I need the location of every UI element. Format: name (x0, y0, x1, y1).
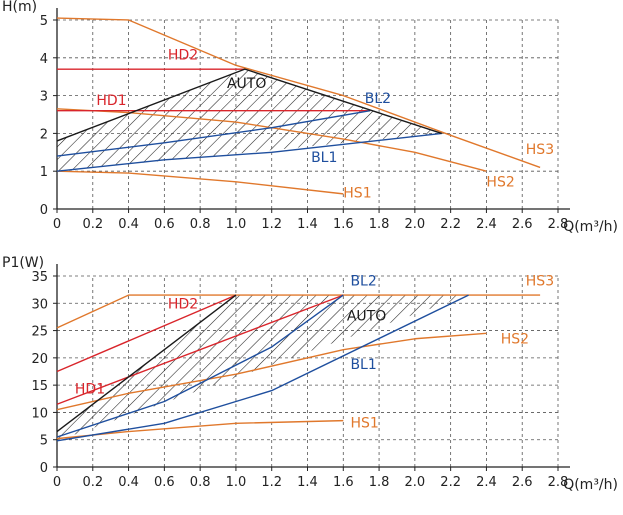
x-axis-label: Q(m³/h) (563, 477, 618, 493)
operating-range-hatch (57, 295, 469, 441)
x-tick-label: 2.2 (440, 217, 461, 232)
x-tick-label: 0.6 (154, 217, 175, 232)
power-curve-chart: 0 0.2 0.4 0.6 0.8 1.0 1.2 1.4 1.6 1.8 2.0 2.2 2.4 2.6… (2, 255, 618, 493)
curve-labels: HD2 AUTO BL2 HD1 BL1 HS3 HS2 HS1 (96, 48, 554, 202)
y-tick-label: 2 (40, 127, 48, 142)
series-line-hd2 (56, 294, 237, 373)
series-lines (56, 17, 541, 195)
x-tick-label: 0.6 (154, 475, 175, 490)
x-tick-label: 0.8 (190, 217, 211, 232)
series-line-bl1 (56, 132, 442, 172)
x-tick-label: 2.8 (548, 475, 569, 490)
x-tick-label: 2.0 (405, 475, 426, 490)
x-tick-label: 0.2 (82, 217, 103, 232)
y-axis-label: P1(W) (2, 255, 44, 271)
curve-labels: BL2 HS3 HD2 AUTO HS2 BL1 HD1 HS1 (75, 273, 554, 431)
x-tick-label: 2.0 (405, 217, 426, 232)
series-line-auto (56, 294, 237, 433)
curve-label-hs2: HS2 (501, 332, 529, 348)
head-curve-chart: 0 0.2 0.4 0.6 0.8 1.0 1.2 1.4 1.6 1.8 2.0 2.2 2.4 2.6… (2, 0, 618, 235)
y-tick-label: 3 (40, 90, 48, 105)
x-tick-label: 1.8 (369, 475, 390, 490)
series-line-bl2 (56, 294, 344, 438)
series-line-hd1 (56, 294, 344, 405)
y-tick-label: 20 (31, 352, 48, 367)
x-tick-label: 0 (53, 475, 61, 490)
x-tick-label: 2.6 (512, 217, 533, 232)
y-axis-label: H(m) (2, 0, 37, 15)
curve-label-hs3: HS3 (526, 273, 554, 289)
series-line-bl2 (56, 110, 371, 157)
x-tick-label: 1.0 (226, 217, 247, 232)
series-lines (56, 294, 541, 442)
y-tick-label: 10 (31, 406, 48, 421)
axes: 0 0.2 0.4 0.6 0.8 1.0 1.2 1.4 1.6 1.8 2.0 2.2 2.4 2.6… (2, 255, 618, 493)
y-tick-label: 5 (40, 434, 48, 449)
x-tick-label: 1.8 (369, 217, 390, 232)
series-line-hs3 (56, 17, 541, 169)
x-tick-label: 0.8 (190, 475, 211, 490)
x-tick-label: 1.4 (297, 217, 318, 232)
x-tick-label: 2.6 (512, 475, 533, 490)
x-tick-label: 2.8 (548, 217, 569, 232)
curve-label-bl1: BL1 (311, 150, 337, 166)
x-axis-label: Q(m³/h) (563, 219, 618, 235)
x-tick-label: 0.4 (118, 475, 139, 490)
series-line-hs2 (56, 332, 487, 411)
curve-label-bl1: BL1 (350, 357, 376, 373)
x-tick-label: 1.4 (297, 475, 318, 490)
x-tick-label: 0.2 (82, 475, 103, 490)
y-tick-label: 15 (31, 379, 48, 394)
curve-label-hd2: HD2 (168, 48, 198, 64)
curve-label-hs2: HS2 (486, 174, 514, 190)
y-tick-label: 0 (40, 461, 48, 476)
curve-label-hd1: HD1 (75, 381, 105, 397)
x-tick-label: 1.2 (261, 475, 282, 490)
x-tick-label: 1.0 (226, 475, 247, 490)
y-tick-label: 4 (40, 52, 48, 67)
y-tick-label: 0 (40, 203, 48, 218)
series-line-bl1 (56, 294, 469, 442)
x-tick-label: 1.6 (333, 217, 354, 232)
curve-label-hd1: HD1 (96, 93, 126, 109)
curve-label-hs1: HS1 (343, 186, 371, 202)
curve-label-bl2: BL2 (350, 273, 376, 289)
x-tick-label: 1.2 (261, 217, 282, 232)
curve-label-hs1: HS1 (350, 416, 378, 432)
x-tick-label: 0 (53, 217, 61, 232)
series-line-auto (56, 68, 442, 142)
y-tick-label: 30 (31, 297, 48, 312)
y-tick-label: 25 (31, 325, 48, 340)
x-tick-label: 2.4 (476, 475, 497, 490)
curve-label-hs3: HS3 (526, 142, 554, 158)
grid (57, 19, 559, 209)
series-line-hs1 (56, 170, 344, 195)
curve-label-auto: AUTO (347, 309, 386, 325)
y-tick-label: 1 (40, 165, 48, 180)
y-tick-label: 5 (40, 14, 48, 29)
curve-label-bl2: BL2 (365, 91, 391, 107)
x-tick-label: 0.4 (118, 217, 139, 232)
operating-range-hatch (57, 69, 442, 172)
axes: 0 0.2 0.4 0.6 0.8 1.0 1.2 1.4 1.6 1.8 2.0 2.2 2.4 2.6… (2, 0, 618, 235)
curve-label-auto: AUTO (227, 76, 266, 92)
x-tick-label: 2.4 (476, 217, 497, 232)
y-tick-label: 35 (31, 270, 48, 285)
x-tick-label: 2.2 (440, 475, 461, 490)
series-line-hs3 (56, 294, 541, 329)
x-tick-label: 1.6 (333, 475, 354, 490)
curve-label-hd2: HD2 (168, 297, 198, 313)
series-line-hs2 (56, 108, 487, 172)
